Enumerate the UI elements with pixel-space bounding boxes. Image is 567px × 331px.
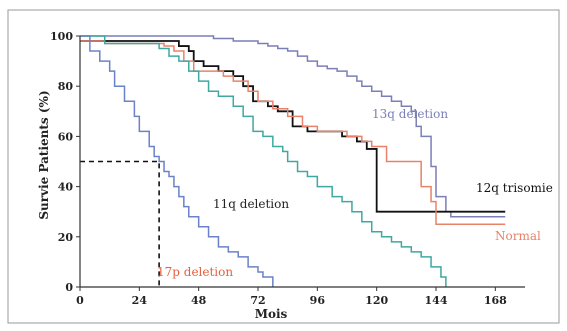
x-tick-label: 168 (484, 294, 507, 307)
y-tick-label: 80 (58, 80, 74, 93)
y-tick-label: 40 (58, 181, 74, 194)
y-axis-label: Survie Patients (%) (37, 90, 51, 219)
series-label-12q-trisomie: 12q trisomie (476, 181, 553, 195)
x-tick-label: 48 (191, 294, 207, 307)
x-tick-label: 0 (76, 294, 84, 307)
series-line-17p-deletion (80, 35, 274, 287)
series-line-13q-deletion (80, 35, 506, 218)
y-tick-label: 100 (50, 30, 73, 43)
series-line-11q-deletion (80, 35, 447, 287)
x-tick-label: 96 (310, 294, 326, 307)
series-labels: 13q deletion 12q trisomie Normal 11q deleti… (157, 107, 553, 279)
series-label-normal: Normal (495, 229, 541, 243)
x-tick-label: 120 (365, 294, 388, 307)
series-label-11q-deletion: 11q deletion (213, 197, 289, 211)
x-axis-label: Mois (255, 307, 288, 321)
x-tick-label: 144 (425, 294, 448, 307)
series-line-12q-trisomie (80, 40, 506, 213)
series-line-normal (80, 40, 506, 225)
plot-area (80, 35, 506, 287)
series-label-17p-deletion: 17p deletion (157, 265, 233, 279)
x-tick-label: 24 (132, 294, 148, 307)
x-tick-label: 72 (250, 294, 265, 307)
chart-frame (7, 9, 560, 324)
y-tick-label: 0 (65, 281, 73, 294)
axes: 0 24 48 72 96 120 144 168 0 20 40 60 80 100 (50, 30, 525, 307)
median-marker (80, 160, 160, 287)
y-tick-label: 20 (58, 231, 74, 244)
series-label-13q-deletion: 13q deletion (372, 107, 448, 121)
y-tick-label: 60 (58, 130, 74, 143)
